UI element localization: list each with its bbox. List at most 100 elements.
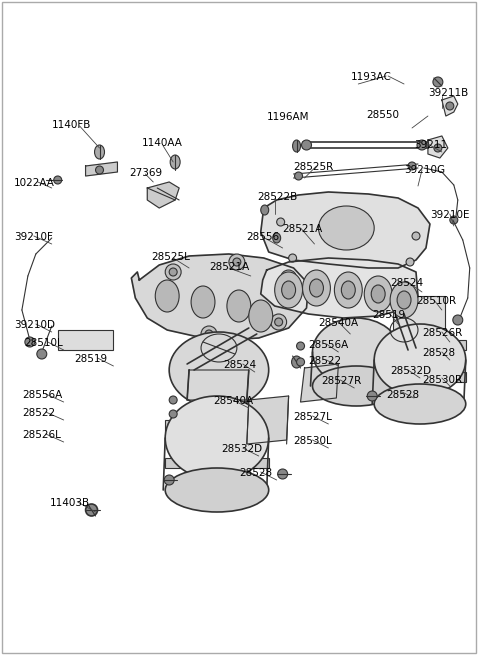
- Ellipse shape: [95, 145, 105, 159]
- Text: 28527L: 28527L: [294, 412, 333, 422]
- Ellipse shape: [312, 318, 400, 386]
- Text: 28510L: 28510L: [24, 338, 62, 348]
- Ellipse shape: [249, 300, 273, 332]
- Ellipse shape: [169, 410, 177, 418]
- Bar: [374, 372, 466, 382]
- Ellipse shape: [297, 342, 304, 350]
- Bar: [165, 420, 269, 432]
- Text: 28556A: 28556A: [309, 340, 349, 350]
- Text: 28519: 28519: [75, 354, 108, 364]
- Ellipse shape: [25, 337, 35, 347]
- Text: 28528: 28528: [386, 390, 419, 400]
- Ellipse shape: [301, 140, 312, 150]
- Polygon shape: [261, 258, 418, 318]
- Text: 28532D: 28532D: [390, 366, 431, 376]
- Ellipse shape: [227, 290, 251, 322]
- Polygon shape: [85, 162, 118, 176]
- Ellipse shape: [165, 468, 269, 512]
- Ellipse shape: [229, 254, 245, 270]
- Text: 28540A: 28540A: [318, 318, 359, 328]
- Ellipse shape: [233, 258, 241, 266]
- Ellipse shape: [453, 315, 463, 325]
- Ellipse shape: [164, 475, 174, 485]
- Text: 28522: 28522: [309, 356, 342, 366]
- Text: 28527R: 28527R: [322, 376, 362, 386]
- Text: 1196AM: 1196AM: [267, 112, 309, 122]
- Bar: [393, 296, 445, 340]
- Text: 1140AA: 1140AA: [141, 138, 182, 148]
- Ellipse shape: [374, 384, 466, 424]
- Ellipse shape: [276, 218, 285, 226]
- Text: 39210E: 39210E: [430, 210, 469, 220]
- Text: 39210F: 39210F: [14, 232, 53, 242]
- Bar: [374, 340, 466, 350]
- Text: 28522B: 28522B: [257, 192, 297, 202]
- Polygon shape: [300, 364, 338, 402]
- Ellipse shape: [85, 504, 97, 516]
- Ellipse shape: [169, 332, 269, 408]
- Ellipse shape: [169, 396, 177, 404]
- Ellipse shape: [281, 270, 297, 286]
- Text: 28526R: 28526R: [422, 328, 462, 338]
- Ellipse shape: [390, 282, 418, 318]
- Ellipse shape: [170, 155, 180, 169]
- Ellipse shape: [271, 314, 287, 330]
- Ellipse shape: [341, 281, 355, 299]
- Ellipse shape: [318, 206, 374, 250]
- Ellipse shape: [374, 324, 466, 396]
- Ellipse shape: [275, 272, 302, 308]
- Text: 28521A: 28521A: [209, 262, 249, 272]
- Ellipse shape: [165, 396, 269, 480]
- Ellipse shape: [37, 349, 47, 359]
- Text: 28526L: 28526L: [22, 430, 61, 440]
- Ellipse shape: [205, 330, 213, 338]
- Bar: [197, 448, 241, 462]
- Ellipse shape: [446, 102, 454, 110]
- Ellipse shape: [434, 144, 442, 152]
- Text: 28530R: 28530R: [422, 375, 462, 385]
- Text: 28524: 28524: [223, 360, 256, 370]
- Text: 28530L: 28530L: [294, 436, 332, 446]
- Ellipse shape: [295, 172, 302, 180]
- Ellipse shape: [293, 140, 300, 152]
- Polygon shape: [247, 396, 288, 444]
- Ellipse shape: [335, 272, 362, 308]
- Bar: [394, 360, 446, 374]
- Ellipse shape: [371, 285, 385, 303]
- Text: 1022AA: 1022AA: [14, 178, 55, 188]
- Ellipse shape: [297, 358, 304, 366]
- Text: 39211B: 39211B: [428, 88, 468, 98]
- Ellipse shape: [169, 268, 177, 276]
- Text: 28522: 28522: [22, 408, 55, 418]
- Text: 28525L: 28525L: [151, 252, 190, 262]
- Ellipse shape: [412, 232, 420, 240]
- Ellipse shape: [285, 274, 293, 282]
- Text: 28528: 28528: [422, 348, 455, 358]
- Ellipse shape: [397, 291, 411, 309]
- Text: 28556A: 28556A: [22, 390, 62, 400]
- Text: 28528: 28528: [239, 468, 272, 478]
- Text: 28519: 28519: [372, 310, 405, 320]
- Ellipse shape: [310, 279, 324, 297]
- Ellipse shape: [302, 270, 330, 306]
- Ellipse shape: [433, 77, 443, 87]
- Text: 28525R: 28525R: [294, 162, 334, 172]
- Text: 28556: 28556: [246, 232, 279, 242]
- Polygon shape: [442, 96, 458, 116]
- Ellipse shape: [273, 233, 281, 243]
- Ellipse shape: [261, 205, 269, 215]
- Text: 39210G: 39210G: [404, 165, 445, 175]
- Bar: [58, 330, 113, 350]
- Text: 39210D: 39210D: [14, 320, 55, 330]
- Ellipse shape: [201, 326, 217, 342]
- Ellipse shape: [282, 281, 296, 299]
- Ellipse shape: [275, 318, 283, 326]
- Ellipse shape: [155, 280, 179, 312]
- Polygon shape: [132, 254, 309, 340]
- Text: 27369: 27369: [130, 168, 163, 178]
- Ellipse shape: [312, 366, 400, 406]
- Ellipse shape: [96, 166, 104, 174]
- Polygon shape: [187, 370, 249, 400]
- Text: 28532D: 28532D: [221, 444, 262, 454]
- Text: 28524: 28524: [390, 278, 423, 288]
